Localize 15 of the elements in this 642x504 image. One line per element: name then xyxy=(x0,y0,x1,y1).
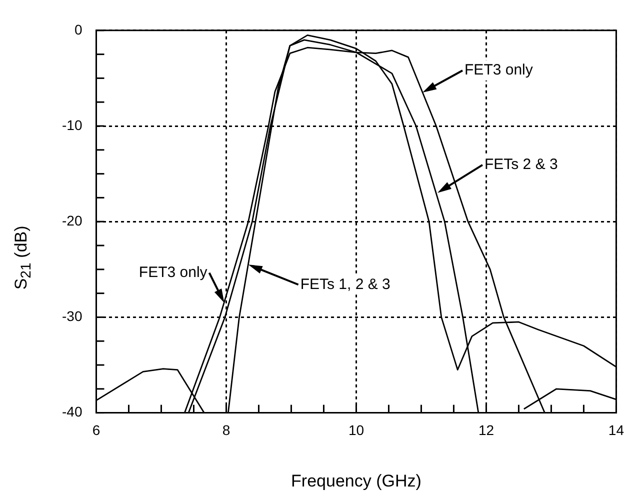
x-tick-label: 10 xyxy=(348,422,364,438)
y-tick-label: -40 xyxy=(62,404,82,420)
x-tick-label: 12 xyxy=(478,422,494,438)
x-tick-label: 14 xyxy=(608,422,624,438)
annotation: FET3 only xyxy=(464,62,534,79)
annotation: FET3 only xyxy=(138,264,208,281)
x-axis-title: Frequency (GHz) xyxy=(291,471,422,490)
annotation: FETs 2 & 3 xyxy=(484,156,558,174)
annotation: FETs 1, 2 & 3 xyxy=(300,276,390,293)
y-tick-label: -10 xyxy=(62,116,82,133)
x-tick-label: 6 xyxy=(92,422,100,438)
x-tick-label: 8 xyxy=(222,422,230,438)
y-tick-label: -30 xyxy=(62,308,82,324)
y-tick-label: 0 xyxy=(74,21,82,38)
y-tick-label: -20 xyxy=(62,212,82,228)
